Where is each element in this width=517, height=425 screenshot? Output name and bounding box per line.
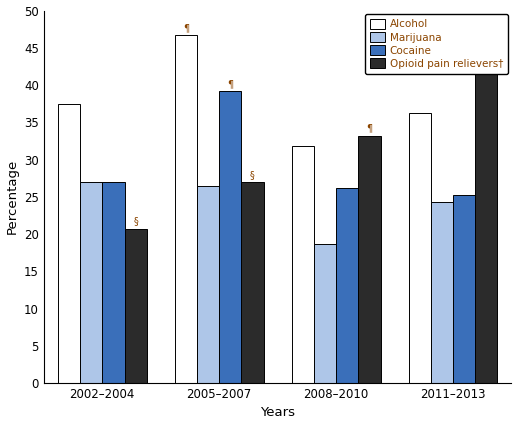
X-axis label: Years: Years	[260, 406, 295, 419]
Text: §: §	[133, 217, 138, 227]
Bar	[125, 229, 147, 383]
Bar	[431, 202, 453, 383]
Bar	[453, 195, 475, 383]
Text: ¶: ¶	[227, 79, 233, 89]
Bar	[336, 188, 358, 383]
Y-axis label: Percentage: Percentage	[6, 159, 19, 235]
Bar	[197, 186, 219, 383]
Bar	[102, 182, 125, 383]
Bar	[358, 136, 381, 383]
Bar	[175, 35, 197, 383]
Bar	[292, 146, 314, 383]
Bar	[314, 244, 336, 383]
Text: ¶: ¶	[183, 23, 189, 33]
Bar	[241, 182, 264, 383]
Bar	[219, 91, 241, 383]
Bar	[80, 182, 102, 383]
Text: §: §	[250, 170, 255, 180]
Bar	[475, 46, 497, 383]
Bar	[58, 104, 80, 383]
Text: ¶: ¶	[367, 124, 372, 133]
Bar	[408, 113, 431, 383]
Legend: Alcohol, Marijuana, Cocaine, Opioid pain relievers†: Alcohol, Marijuana, Cocaine, Opioid pain…	[364, 14, 508, 74]
